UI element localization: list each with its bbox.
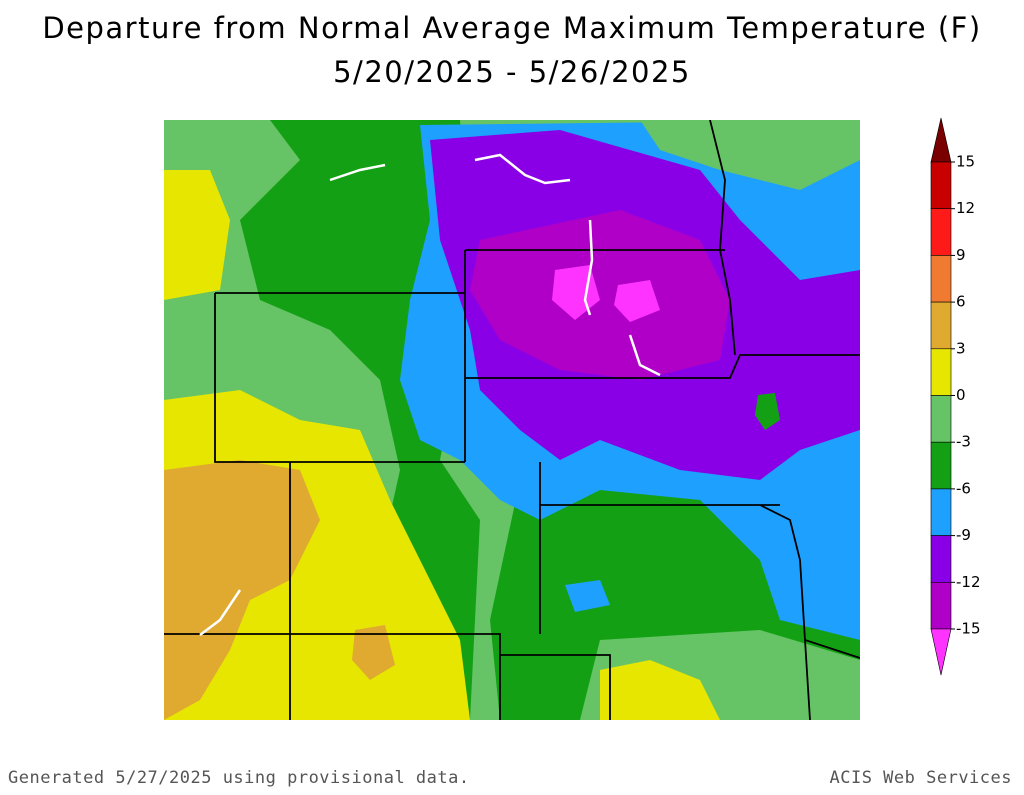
color-bar: 15 12 9 6 3 0 -3 -6 -9 -12 -15: [930, 117, 981, 676]
tick-label: 0: [956, 386, 966, 404]
color-bar-segment: [930, 488, 952, 536]
river: [199, 153, 661, 636]
tick-label: -9: [956, 526, 971, 544]
tick-label: 6: [956, 293, 966, 311]
color-bar-segment: [930, 395, 952, 443]
color-bar-segment: [930, 208, 952, 256]
tick-label: -3: [956, 433, 971, 451]
color-bar-segment: [930, 535, 952, 583]
region: [164, 460, 320, 720]
title: Departure from Normal Average Maximum Te…: [42, 11, 981, 45]
tick-label: -12: [956, 573, 981, 591]
color-bar-segment: [930, 255, 952, 303]
color-bar-segment: [930, 581, 952, 630]
region: [640, 120, 860, 190]
tick-label: 15: [956, 153, 975, 171]
footer-right: ACIS Web Services: [830, 768, 1013, 788]
region: [352, 625, 395, 680]
region: [614, 280, 660, 322]
state-border: [164, 120, 860, 720]
footer-left: Generated 5/27/2025 using provisional da…: [8, 768, 470, 788]
tick-label: 3: [956, 339, 966, 357]
color-bar-segment: [930, 348, 952, 396]
color-bar-segment: [930, 161, 952, 210]
region: [755, 393, 780, 430]
subtitle: 5/20/2025 - 5/26/2025: [333, 55, 691, 89]
tick-label: -6: [956, 479, 971, 497]
region: [470, 210, 730, 380]
tick-label: -15: [956, 620, 981, 638]
tick-label: 9: [956, 246, 966, 264]
color-bar-segment: [930, 301, 952, 350]
color-bar-arrow: [930, 628, 952, 676]
region: [565, 580, 610, 612]
color-bar-segment: [930, 441, 952, 490]
color-bar-arrow: [930, 117, 952, 163]
map-area: [164, 120, 860, 720]
tick-label: 12: [956, 199, 975, 217]
region: [600, 660, 720, 720]
region: [164, 170, 230, 300]
